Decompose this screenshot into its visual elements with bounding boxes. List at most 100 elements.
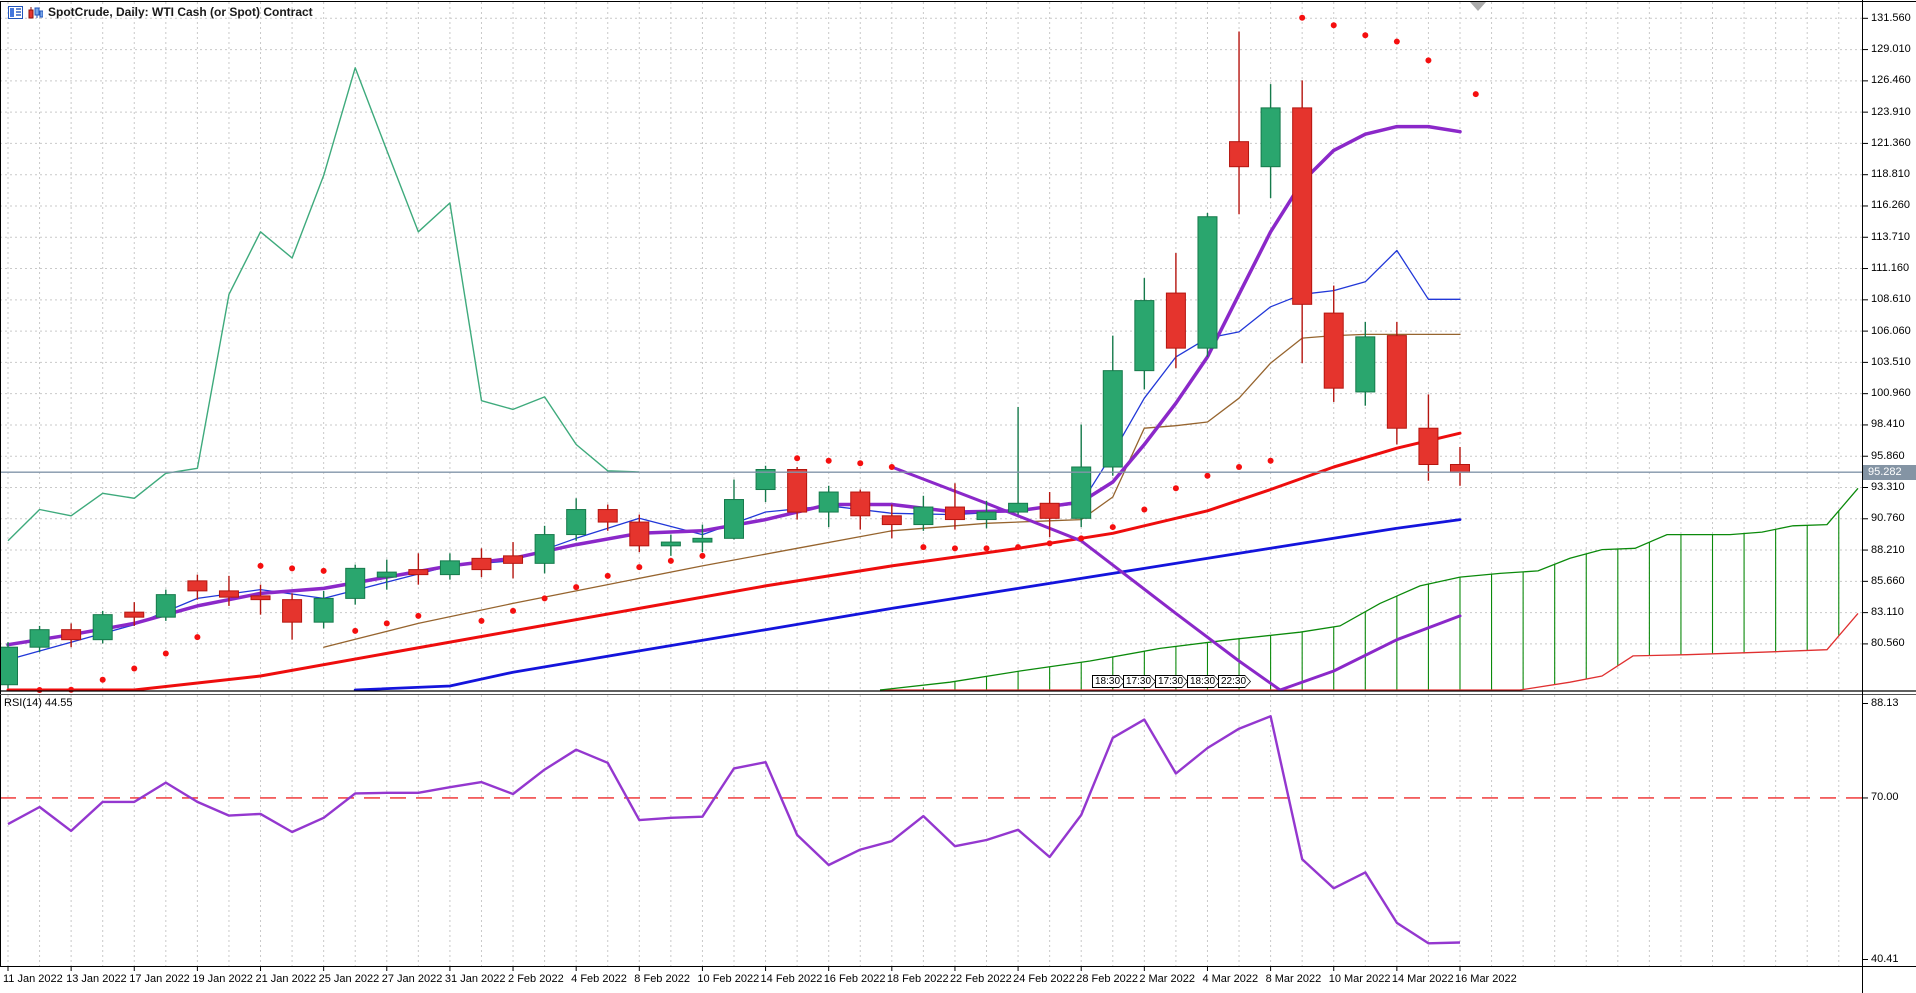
- time-tag: 18:30: [1092, 675, 1125, 688]
- sar-dot: [1172, 485, 1179, 492]
- candle-body-bull: [1260, 107, 1281, 168]
- date-axis[interactable]: [0, 966, 1916, 993]
- price-axis-label: 88.210: [1871, 543, 1905, 556]
- date-axis-label: 11 Jan 2022: [3, 973, 63, 985]
- candle-body-bear: [124, 611, 145, 618]
- date-axis-label: 31 Jan 2022: [444, 973, 506, 985]
- rsi-axis-label: 70.00: [1871, 791, 1899, 804]
- sar-dot: [1204, 472, 1211, 479]
- sar-dot: [794, 455, 801, 462]
- price-axis-label: 106.060: [1871, 324, 1911, 337]
- date-axis-label: 24 Feb 2022: [1013, 973, 1075, 985]
- candle-body-bull: [1008, 502, 1029, 513]
- sar-dot: [510, 607, 517, 614]
- candle-body-bear: [1229, 141, 1250, 168]
- time-tag-label: 22:30: [1219, 676, 1250, 687]
- date-axis-label: 16 Feb 2022: [823, 973, 886, 985]
- rsi-value: 44.55: [44, 697, 73, 709]
- sar-dot: [1267, 457, 1274, 464]
- date-axis-label: 17 Jan 2022: [129, 973, 190, 985]
- time-tag-label: 17:30: [1124, 676, 1155, 687]
- sar-dot: [1109, 524, 1116, 531]
- candle-body-bear: [1165, 292, 1186, 349]
- candle-body-bear: [597, 509, 618, 523]
- candle-body-bear: [881, 515, 902, 526]
- purple-kijun-line: [890, 465, 1462, 692]
- current-price-tag: 95.282: [1863, 465, 1916, 480]
- price-axis-label: 108.610: [1871, 293, 1911, 306]
- sar-dot: [194, 634, 201, 641]
- candle-body-bull: [92, 614, 113, 641]
- sar-dot: [320, 567, 327, 574]
- rsi-axis-label: 40.41: [1871, 953, 1899, 965]
- date-axis-label: 14 Feb 2022: [760, 973, 823, 985]
- sar-dot: [920, 544, 927, 551]
- candle-body-bear: [1323, 312, 1344, 389]
- sar-dot: [99, 676, 106, 683]
- candle-body-bull: [345, 567, 366, 599]
- candle-body-bull: [566, 509, 587, 536]
- sar-dot: [667, 557, 674, 564]
- sar-dot: [1330, 22, 1337, 29]
- price-axis-label: 100.960: [1871, 387, 1911, 400]
- candle-body-bull: [1134, 300, 1155, 372]
- candle-body-bear: [250, 595, 271, 601]
- sar-dot: [1299, 14, 1306, 21]
- rsi-indicator-label: RSI(14) 44.55: [4, 697, 73, 709]
- date-axis-label: 25 Jan 2022: [318, 973, 380, 985]
- date-axis-label: 14 Mar 2022: [1391, 973, 1454, 985]
- chart-title: SpotCrude, Daily: WTI Cash (or Spot) Con…: [48, 5, 313, 19]
- sar-dot: [352, 627, 359, 634]
- sar-dot: [415, 612, 422, 619]
- chikou-span-line: [7, 67, 640, 542]
- sar-dot: [1141, 506, 1148, 513]
- date-axis-label: 22 Feb 2022: [949, 973, 1012, 985]
- sar-dot: [289, 565, 296, 572]
- candle-body-bull: [1197, 216, 1218, 349]
- sar-dot: [573, 584, 580, 591]
- price-axis-label: 129.010: [1871, 43, 1911, 56]
- time-tag-label: 18:30: [1093, 676, 1124, 687]
- candle-body-bear: [218, 590, 239, 598]
- time-tag: 22:30: [1218, 675, 1251, 688]
- time-tag-label: 17:30: [1156, 676, 1187, 687]
- price-axis-label: 118.810: [1871, 168, 1910, 181]
- sar-dot: [1425, 57, 1432, 64]
- sar-dot: [131, 665, 138, 672]
- date-axis-label: 19 Jan 2022: [192, 973, 253, 985]
- price-axis-label: 123.910: [1871, 105, 1911, 118]
- date-axis-label: 4 Mar 2022: [1202, 973, 1259, 985]
- candle-body-bear: [850, 491, 871, 517]
- candle-body-bear: [471, 557, 492, 571]
- sar-dot: [888, 464, 895, 471]
- candle-body-bull: [1102, 370, 1123, 468]
- candle-body-bear: [1449, 463, 1470, 473]
- price-axis[interactable]: [1862, 0, 1916, 966]
- sar-dot: [1362, 32, 1369, 39]
- shift-marker-triangle: [1470, 2, 1486, 11]
- sar-dot: [951, 545, 958, 552]
- sar-dot: [36, 687, 43, 693]
- candle-body-bull: [692, 537, 713, 543]
- sar-dot: [1472, 91, 1479, 98]
- chart-title-bar: SpotCrude, Daily: WTI Cash (or Spot) Con…: [8, 5, 313, 19]
- sar-dot: [1046, 540, 1053, 547]
- sar-dot: [1393, 38, 1400, 45]
- senkou-span-a-line: [879, 487, 1859, 691]
- candle-body-bull: [755, 469, 776, 491]
- candle-body-bull: [660, 541, 681, 547]
- candle-body-bear: [61, 629, 82, 641]
- price-axis-label: 80.560: [1871, 637, 1905, 650]
- candle-body-bull: [976, 511, 997, 521]
- sar-dot: [983, 545, 990, 552]
- price-axis-label: 111.160: [1871, 262, 1910, 275]
- date-axis-label: 8 Feb 2022: [634, 973, 690, 985]
- price-axis-label: 121.360: [1871, 136, 1911, 149]
- sar-dot: [257, 562, 264, 569]
- thick-red-ma-line: [6, 431, 1462, 692]
- date-axis-label: 10 Feb 2022: [697, 973, 760, 985]
- candle-body-bull: [1071, 466, 1092, 519]
- candle-body-bear: [503, 555, 524, 564]
